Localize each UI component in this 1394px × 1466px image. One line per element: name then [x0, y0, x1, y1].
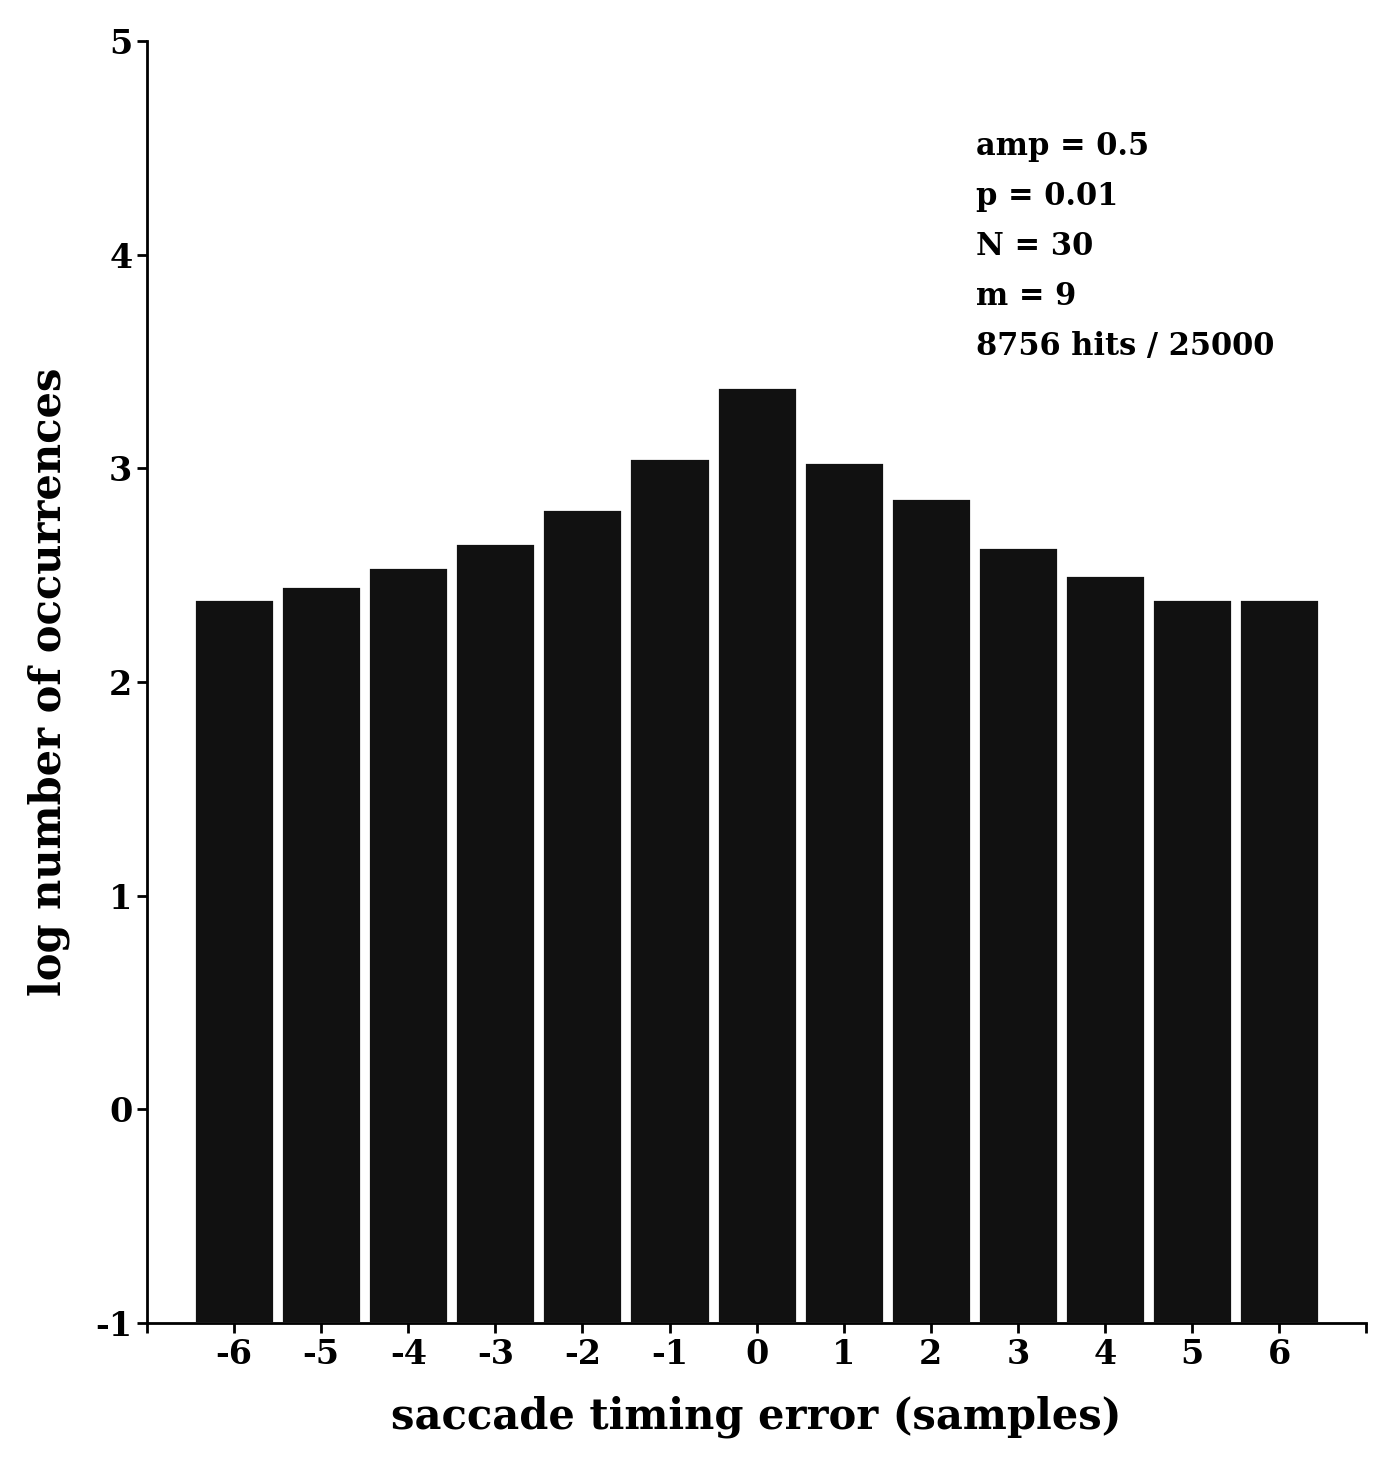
Bar [194, 598, 275, 1324]
Bar [1239, 598, 1319, 1324]
X-axis label: saccade timing error (samples): saccade timing error (samples) [392, 1396, 1122, 1438]
Bar [803, 462, 884, 1324]
Bar [368, 566, 449, 1324]
Bar [282, 586, 361, 1324]
Bar [1065, 575, 1144, 1324]
Bar [891, 498, 970, 1324]
Bar [542, 509, 623, 1324]
Bar [717, 387, 796, 1324]
Bar [630, 457, 710, 1324]
Y-axis label: log number of occurrences: log number of occurrences [28, 368, 70, 997]
Bar [977, 547, 1058, 1324]
Text: amp = 0.5
p = 0.01
N = 30
m = 9
8756 hits / 25000: amp = 0.5 p = 0.01 N = 30 m = 9 8756 hit… [976, 130, 1274, 362]
Bar [456, 542, 535, 1324]
Bar [1151, 598, 1232, 1324]
